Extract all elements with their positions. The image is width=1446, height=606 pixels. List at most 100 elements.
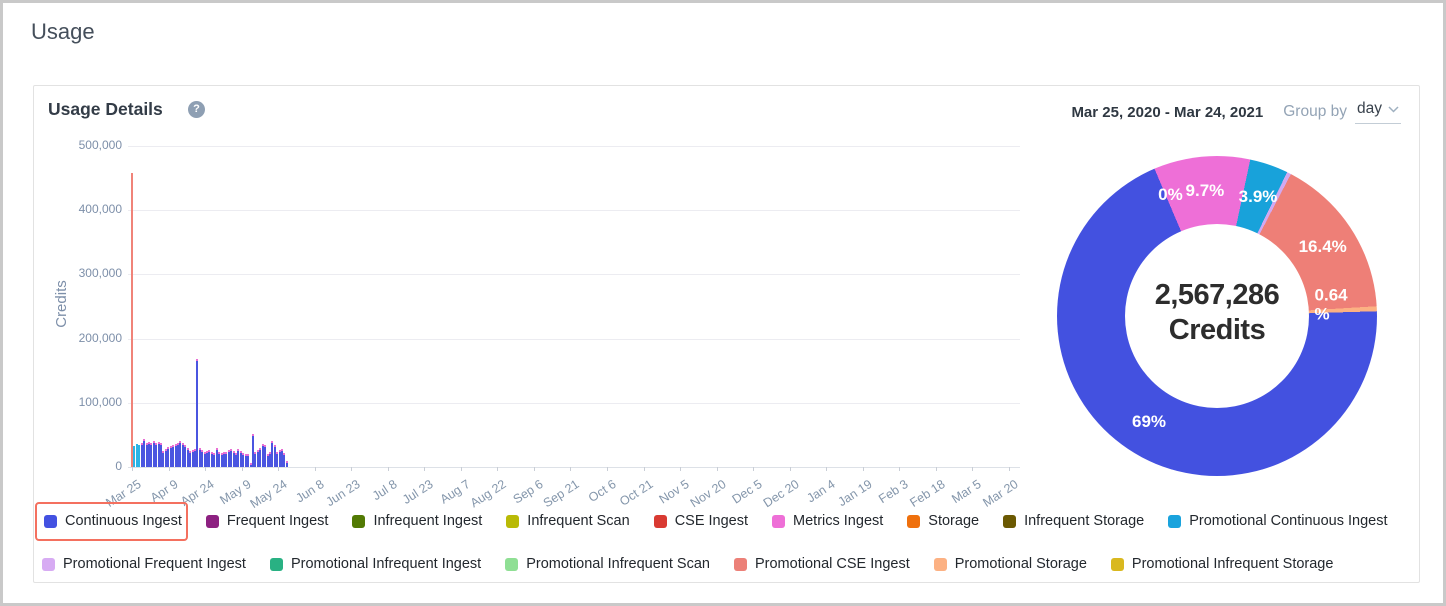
bar[interactable]	[239, 451, 242, 467]
bar[interactable]	[138, 445, 141, 467]
legend-item-storage[interactable]: Storage	[907, 513, 979, 529]
bar[interactable]	[208, 450, 211, 467]
legend-swatch	[933, 557, 947, 571]
legend-item-cse-ingest[interactable]: CSE Ingest	[653, 513, 748, 529]
x-tick-mark	[424, 467, 426, 471]
legend-item-continuous-ingest[interactable]: Continuous Ingest	[44, 513, 182, 529]
bar[interactable]	[145, 443, 148, 467]
help-icon[interactable]: ?	[188, 101, 205, 118]
bar[interactable]	[172, 445, 175, 467]
bar[interactable]	[247, 454, 250, 467]
legend-item-promotional-infrequent-ingest[interactable]: Promotional Infrequent Ingest	[269, 556, 482, 572]
bar[interactable]	[222, 452, 225, 467]
legend-item-infrequent-scan[interactable]: Infrequent Scan	[506, 513, 630, 529]
y-tick-label: 300,000	[78, 266, 122, 281]
bar[interactable]	[162, 451, 165, 467]
bar[interactable]	[285, 461, 288, 467]
legend-item-promotional-cse-ingest[interactable]: Promotional CSE Ingest	[733, 556, 910, 572]
bar[interactable]	[210, 452, 213, 467]
bar[interactable]	[140, 443, 143, 467]
bar[interactable]	[266, 454, 269, 467]
bar[interactable]	[196, 359, 199, 467]
bar[interactable]	[157, 442, 160, 467]
bar[interactable]	[203, 452, 206, 467]
bar[interactable]	[215, 448, 218, 467]
bar[interactable]	[261, 444, 264, 467]
bar[interactable]	[235, 453, 238, 467]
gridline	[128, 402, 1020, 404]
legend-label: Promotional Frequent Ingest	[63, 556, 246, 572]
legend-item-frequent-ingest[interactable]: Frequent Ingest	[205, 513, 328, 529]
bar[interactable]	[198, 448, 201, 467]
legend-item-infrequent-ingest[interactable]: Infrequent Ingest	[352, 513, 482, 529]
bar[interactable]	[213, 453, 216, 467]
bar[interactable]	[271, 441, 274, 467]
legend-item-promotional-infrequent-storage[interactable]: Promotional Infrequent Storage	[1110, 556, 1333, 572]
bar[interactable]	[135, 444, 138, 467]
x-tick-mark	[241, 467, 243, 471]
bar[interactable]	[152, 441, 155, 467]
donut-slice-label: 16.4%	[1298, 237, 1347, 257]
bar[interactable]	[264, 445, 267, 467]
bar[interactable]	[150, 443, 153, 467]
legend-item-promotional-storage[interactable]: Promotional Storage	[933, 556, 1087, 572]
bar[interactable]	[133, 446, 136, 467]
legend-label: Promotional Infrequent Ingest	[290, 556, 482, 572]
bar[interactable]	[259, 448, 262, 467]
legend-label: Promotional Infrequent Scan	[526, 556, 710, 572]
bar[interactable]	[244, 454, 247, 467]
bar[interactable]	[206, 451, 209, 467]
donut-slice-label: 69%	[1132, 412, 1167, 432]
group-by-dropdown[interactable]: day	[1355, 100, 1401, 124]
legend-item-promotional-continuous-ingest[interactable]: Promotional Continuous Ingest	[1168, 513, 1388, 529]
bar[interactable]	[201, 450, 204, 467]
bar[interactable]	[220, 453, 223, 467]
bar[interactable]	[232, 451, 235, 467]
bar[interactable]	[181, 443, 184, 467]
bar[interactable]	[218, 452, 221, 467]
bar[interactable]	[193, 449, 196, 467]
bar[interactable]	[276, 452, 279, 467]
x-tick-mark	[643, 467, 645, 471]
bar[interactable]	[186, 448, 189, 467]
bar[interactable]	[143, 439, 146, 467]
bar[interactable]	[237, 449, 240, 467]
bar[interactable]	[281, 449, 284, 467]
bar[interactable]	[273, 445, 276, 467]
bar[interactable]	[283, 453, 286, 467]
y-tick-label: 200,000	[78, 330, 122, 345]
x-tick-mark	[351, 467, 353, 471]
bar[interactable]	[252, 434, 254, 467]
bar[interactable]	[242, 453, 245, 467]
group-by-label: Group by	[1283, 103, 1347, 120]
x-tick-mark	[533, 467, 535, 471]
bar[interactable]	[184, 445, 187, 467]
bar[interactable]	[230, 449, 233, 467]
bar[interactable]	[254, 452, 257, 467]
bar[interactable]	[189, 451, 192, 467]
bar[interactable]	[278, 450, 281, 467]
bar[interactable]	[169, 446, 172, 467]
chevron-down-icon	[1388, 105, 1399, 113]
bar[interactable]	[249, 463, 252, 467]
bar[interactable]	[147, 442, 150, 467]
legend-item-metrics-ingest[interactable]: Metrics Ingest	[772, 513, 883, 529]
bar[interactable]	[179, 441, 182, 467]
bar[interactable]	[256, 450, 259, 467]
bar[interactable]	[155, 443, 158, 467]
legend-swatch	[352, 514, 366, 528]
legend-item-promotional-infrequent-scan[interactable]: Promotional Infrequent Scan	[505, 556, 710, 572]
bar[interactable]	[176, 443, 179, 467]
bar[interactable]	[131, 173, 133, 467]
bar[interactable]	[225, 452, 228, 467]
bar[interactable]	[164, 449, 167, 467]
bar[interactable]	[167, 447, 170, 467]
bar[interactable]	[160, 443, 163, 467]
bar[interactable]	[227, 450, 230, 467]
legend-label: Promotional CSE Ingest	[754, 556, 910, 572]
bar[interactable]	[174, 444, 177, 467]
legend-item-infrequent-storage[interactable]: Infrequent Storage	[1003, 513, 1144, 529]
bar[interactable]	[191, 450, 194, 467]
bar[interactable]	[268, 452, 271, 467]
legend-item-promotional-frequent-ingest[interactable]: Promotional Frequent Ingest	[42, 556, 246, 572]
